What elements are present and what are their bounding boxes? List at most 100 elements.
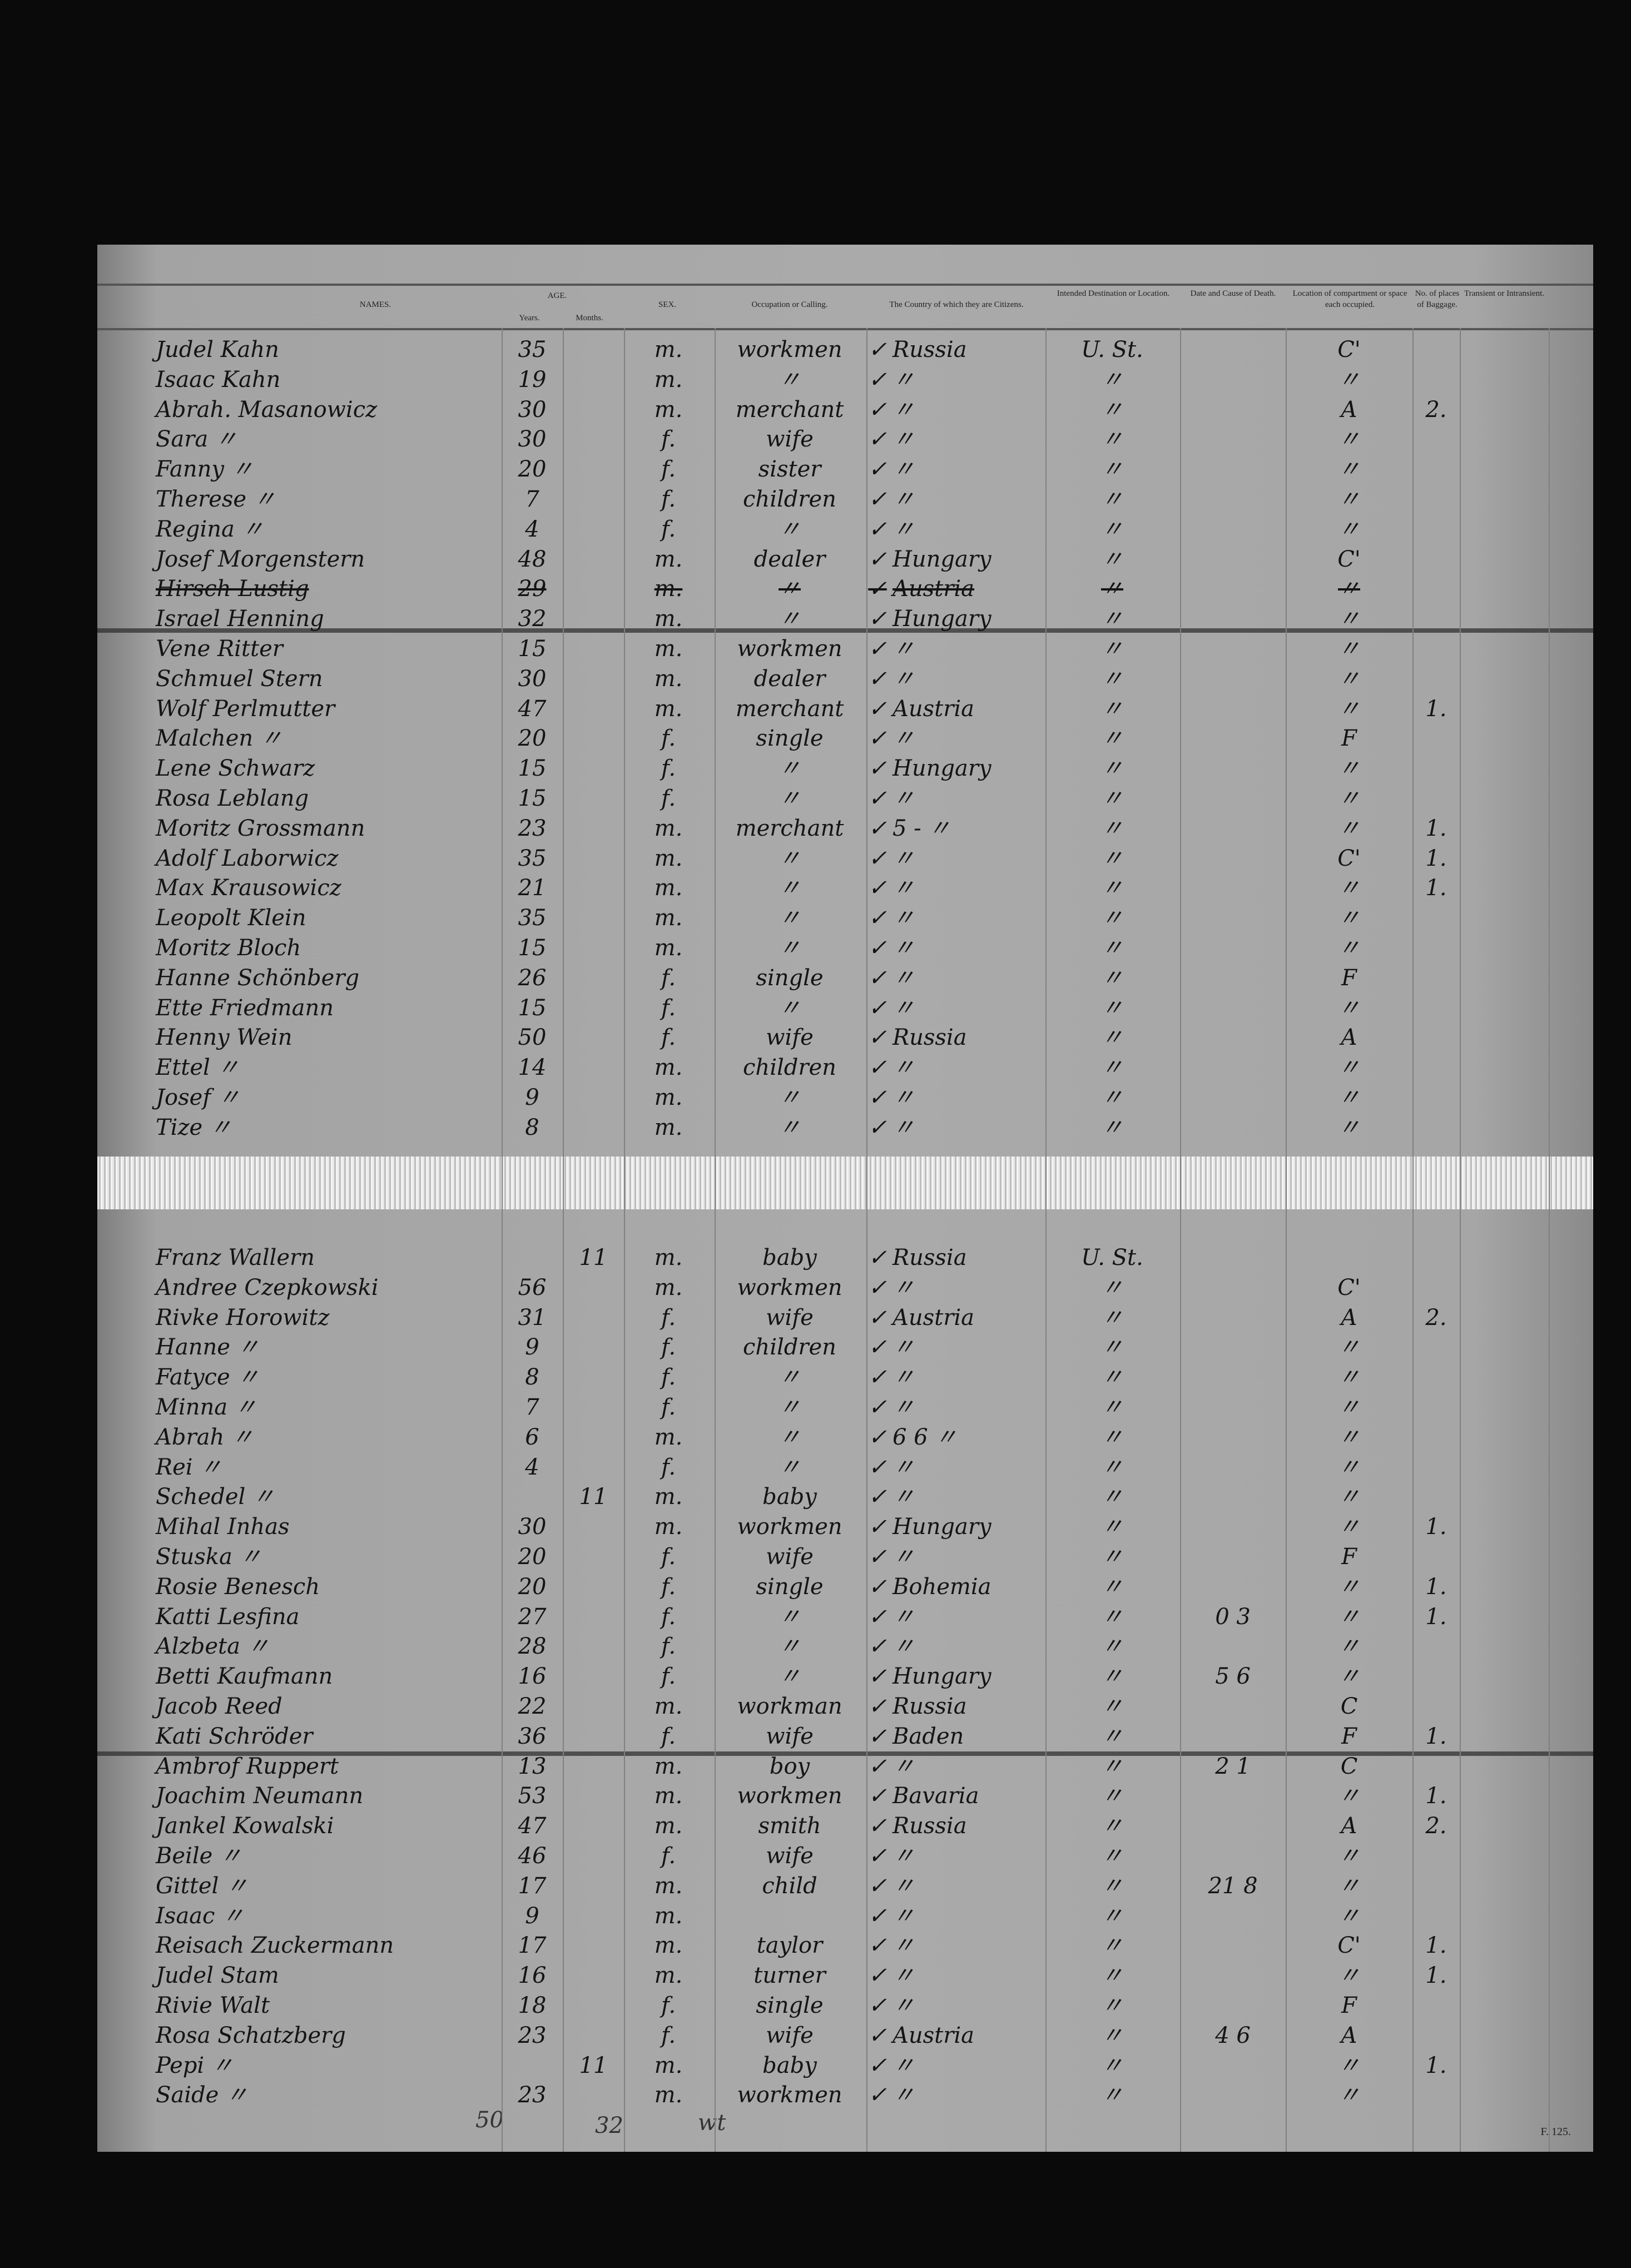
cell-death: [1180, 514, 1286, 544]
cell-sex: f.: [661, 965, 676, 991]
cell-country: 〃: [893, 487, 915, 512]
cell-years: 15: [518, 995, 547, 1021]
cell-sex: f.: [661, 756, 676, 782]
cell-sex: f.: [661, 1304, 676, 1331]
column-rule: [563, 328, 564, 2152]
cell-death: [1180, 963, 1286, 993]
cell-country: 〃: [893, 1963, 915, 1989]
passenger-row: Isaac 〃 9 m. ✓ 〃〃〃: [97, 1901, 1593, 1931]
cell-country: Austria: [893, 696, 975, 722]
cell-baggage: [1412, 1023, 1460, 1053]
cell-baggage: [1412, 424, 1460, 454]
cell-death: [1180, 424, 1286, 454]
cell-years: 30: [518, 666, 547, 692]
cell-name: Ambrof Ruppert: [156, 1753, 339, 1779]
cell-name: Betti Kaufmann: [156, 1664, 333, 1690]
cell-months: [563, 723, 624, 753]
cell-sex: m.: [654, 666, 683, 692]
cell-death: [1180, 1961, 1286, 1991]
cell-sex: m.: [654, 1873, 683, 1899]
cell-baggage: [1412, 1482, 1460, 1512]
cell-country: Bohemia: [893, 1574, 992, 1600]
column-rule: [1286, 328, 1287, 2152]
cell-years: 8: [525, 1364, 539, 1391]
cell-years: 8: [525, 1114, 539, 1140]
cell-years: 15: [518, 786, 547, 811]
cell-name: Rivie Walt: [156, 1993, 270, 2018]
form-number: F. 125.: [1540, 2126, 1571, 2138]
cell-country: Russia: [893, 337, 967, 363]
cell-occupation: 〃: [779, 935, 801, 961]
cell-occupation: 〃: [779, 756, 801, 782]
passenger-row: Adolf Laborwicz 35 m. 〃 ✓ 〃〃 C' 1.: [97, 843, 1593, 874]
passenger-row: Alzbeta 〃 28 f. 〃 ✓ 〃〃〃: [97, 1631, 1593, 1661]
check-mark-icon: ✓: [868, 1025, 887, 1051]
cell-sex: f.: [661, 1993, 676, 2018]
cell-baggage: [1412, 335, 1460, 365]
cell-occupation: merchant: [735, 815, 844, 841]
cell-name: Therese 〃: [156, 487, 276, 512]
cell-country: 〃: [893, 1843, 915, 1869]
cell-sex: f.: [661, 1454, 676, 1480]
cell-destination: 〃: [1101, 1813, 1123, 1839]
cell-sex: f.: [661, 726, 676, 752]
cell-destination: U. St.: [1081, 337, 1143, 363]
cell-occupation: baby: [762, 1484, 817, 1510]
cell-years: 21: [518, 875, 547, 901]
cell-death: [1180, 783, 1286, 813]
cell-name: Abrah 〃: [156, 1424, 254, 1450]
cell-occupation: turner: [753, 1963, 826, 1989]
cell-country: Hungary: [893, 1514, 992, 1540]
passenger-row: Minna 〃 7 f. 〃 ✓ 〃〃〃: [97, 1392, 1593, 1422]
passenger-row: Schmuel Stern 30 m. dealer ✓ 〃〃〃: [97, 664, 1593, 694]
cell-occupation: boy: [769, 1753, 810, 1779]
cell-destination: 〃: [1101, 845, 1123, 871]
cell-compartment: 〃: [1338, 1085, 1360, 1110]
check-mark-icon: ✓: [868, 2082, 887, 2108]
cell-years: 15: [518, 756, 547, 782]
cell-sex: m.: [654, 1484, 683, 1510]
header-bottom-rule: [97, 328, 1593, 330]
check-mark-icon: ✓: [868, 1843, 887, 1869]
cell-name: Schedel 〃: [156, 1484, 275, 1510]
cell-destination: 〃: [1101, 606, 1123, 632]
cell-destination: 〃: [1101, 1753, 1123, 1779]
cell-months: [563, 2021, 624, 2051]
cell-sex: m.: [654, 576, 683, 602]
check-mark-icon: ✓: [868, 1394, 887, 1420]
cell-death: [1180, 1512, 1286, 1542]
cell-name: Joachim Neumann: [156, 1783, 364, 1809]
cell-destination: 〃: [1101, 1723, 1123, 1749]
cell-years: 19: [518, 366, 547, 393]
cell-compartment: 〃: [1338, 875, 1360, 901]
cell-sex: f.: [661, 1025, 676, 1051]
cell-name: Fatyce 〃: [156, 1364, 260, 1391]
cell-name: Judel Kahn: [156, 337, 279, 363]
cell-destination: 〃: [1101, 1873, 1123, 1899]
paper-tear: [97, 1751, 1593, 1756]
column-rule: [1460, 328, 1461, 2152]
cell-years: 27: [518, 1604, 547, 1630]
cell-destination: 〃: [1101, 995, 1123, 1021]
cell-death: [1180, 1841, 1286, 1871]
cell-death: 2 1: [1215, 1753, 1251, 1779]
cell-sex: m.: [654, 337, 683, 363]
cell-country: 6 6 〃: [893, 1424, 958, 1450]
cell-occupation: 〃: [779, 1454, 801, 1480]
cell-country: 〃: [893, 1604, 915, 1630]
cell-death: [1180, 1542, 1286, 1572]
cell-destination: 〃: [1101, 546, 1123, 572]
check-mark-icon: ✓: [868, 1723, 887, 1749]
cell-occupation: 〃: [779, 1664, 801, 1690]
cell-destination: 〃: [1101, 935, 1123, 961]
cell-name: Regina 〃: [156, 516, 264, 542]
cell-sex: m.: [654, 1753, 683, 1779]
cell-years: 23: [518, 815, 547, 841]
cell-name: Ette Friedmann: [156, 995, 334, 1021]
cell-compartment: 〃: [1338, 1055, 1360, 1081]
check-mark-icon: ✓: [868, 965, 887, 991]
cell-death: [1180, 1422, 1286, 1452]
cell-years: 18: [518, 1993, 547, 2018]
cell-destination: 〃: [1101, 366, 1123, 393]
cell-name: Isaac Kahn: [156, 366, 281, 393]
